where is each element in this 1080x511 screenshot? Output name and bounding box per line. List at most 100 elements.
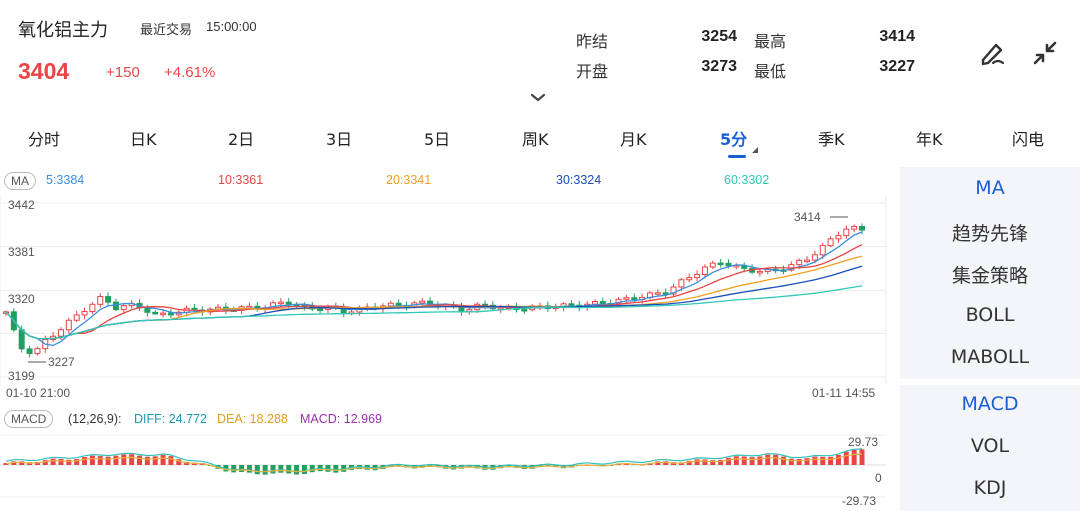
candle-body bbox=[57, 329, 64, 337]
tab-2day[interactable]: 2日 bbox=[228, 130, 255, 149]
price-change-percent: +4.61% bbox=[164, 64, 216, 81]
macd-bar bbox=[749, 457, 755, 465]
y-tick-2: 3381 bbox=[8, 245, 35, 259]
candle-body bbox=[717, 262, 724, 266]
tab-flash[interactable]: 闪电 bbox=[1012, 130, 1045, 149]
macd-bar bbox=[160, 455, 166, 465]
tab-fenshi[interactable]: 分时 bbox=[28, 130, 61, 149]
candle-body bbox=[97, 296, 104, 305]
macd-bar bbox=[820, 456, 826, 465]
indicator-fund-strategy[interactable]: 集金策略 bbox=[951, 265, 1028, 287]
macd-bar bbox=[184, 461, 190, 465]
ma60-value: 60:3302 bbox=[724, 173, 770, 187]
macd-legend: MACD (12,26,9): DIFF: 24.772 DEA: 18.288… bbox=[0, 408, 890, 432]
candle-body bbox=[631, 297, 638, 301]
candle-body bbox=[835, 235, 842, 240]
ma5-line bbox=[5, 231, 863, 347]
candle-body bbox=[285, 301, 292, 305]
macd-bar bbox=[498, 465, 504, 469]
macd-bar bbox=[718, 459, 724, 465]
high-value: 3414 bbox=[879, 28, 915, 45]
candle-body bbox=[395, 302, 402, 306]
macd-indicator-tag[interactable]: MACD bbox=[4, 410, 54, 428]
ma-legend: MA 5:3384 10:3361 20:3341 30:3324 60:330… bbox=[0, 165, 890, 195]
candle-body bbox=[568, 303, 575, 306]
indicator-macd[interactable]: MACD bbox=[961, 393, 1019, 415]
candle-body bbox=[678, 279, 685, 288]
indicator-ma[interactable]: MA bbox=[975, 177, 1005, 199]
macd-bar bbox=[828, 456, 834, 465]
macd-bar bbox=[50, 458, 56, 465]
macd-bar bbox=[341, 465, 347, 472]
candle-body bbox=[662, 292, 669, 295]
indicator-maboll[interactable]: MABOLL bbox=[950, 346, 1030, 368]
tab-quarterly-k[interactable]: 季K bbox=[818, 130, 845, 149]
macd-bar bbox=[11, 461, 17, 465]
tab-monthly-k[interactable]: 月K bbox=[620, 130, 647, 149]
indicator-vol[interactable]: VOL bbox=[970, 435, 1010, 457]
macd-bar bbox=[105, 456, 111, 465]
last-trade-label: 最近交易 bbox=[140, 23, 193, 38]
macd-bar bbox=[859, 449, 865, 465]
macd-svg bbox=[0, 434, 886, 498]
ma-indicator-tag[interactable]: MA bbox=[4, 172, 36, 190]
ma20-line bbox=[5, 255, 863, 340]
last-price: 3404 bbox=[18, 58, 70, 84]
macd-bar bbox=[58, 458, 64, 465]
macd-bar bbox=[168, 456, 174, 465]
tab-5min[interactable]: 5分 bbox=[720, 130, 748, 149]
quote-header: 氧化铝主力 最近交易 15:00:00 3404 +150 +4.61% 昨结 … bbox=[0, 0, 1080, 110]
macd-bar bbox=[82, 457, 88, 465]
tab-daily-k[interactable]: 日K bbox=[130, 130, 157, 149]
macd-bar bbox=[694, 459, 700, 465]
low-label: 最低 bbox=[754, 62, 787, 81]
macd-bar bbox=[333, 465, 339, 473]
candle-body bbox=[167, 312, 174, 316]
indicator-trend-pioneer[interactable]: 趋势先锋 bbox=[951, 223, 1028, 245]
candle-body bbox=[709, 262, 716, 268]
candle-body bbox=[277, 301, 284, 305]
macd-chart[interactable]: 29.73 0 -29.73 bbox=[0, 431, 890, 511]
y-tick-bottom: 3199 bbox=[8, 369, 35, 383]
shrink-icon[interactable] bbox=[1028, 36, 1062, 70]
candle-body bbox=[859, 225, 865, 231]
tab-5day[interactable]: 5日 bbox=[424, 130, 451, 149]
macd-bar bbox=[796, 459, 802, 465]
tab-3day[interactable]: 3日 bbox=[326, 130, 353, 149]
candle-body bbox=[81, 311, 88, 316]
tab-weekly-k[interactable]: 周K bbox=[522, 130, 549, 149]
chevron-down-icon[interactable] bbox=[530, 88, 546, 102]
candle-body bbox=[654, 292, 661, 295]
candle-body bbox=[152, 311, 159, 315]
macd-bar bbox=[773, 454, 779, 465]
macd-y-top: 29.73 bbox=[848, 435, 879, 449]
macd-bar bbox=[74, 459, 80, 465]
macd-dea-line bbox=[5, 453, 863, 473]
candle-body bbox=[827, 238, 834, 247]
macd-bar bbox=[301, 465, 307, 474]
macd-bar bbox=[270, 465, 276, 474]
macd-bar bbox=[663, 461, 669, 465]
y-tick-top: 3442 bbox=[8, 198, 35, 212]
candle-body bbox=[819, 245, 826, 256]
kline-chart[interactable]: 3442 3381 3320 3199 3414 3227 bbox=[0, 195, 890, 385]
candle-body bbox=[419, 300, 426, 304]
chart-area: MA 5:3384 10:3361 20:3341 30:3324 60:330… bbox=[0, 165, 890, 511]
high-label: 最高 bbox=[754, 32, 787, 51]
y-tick-3: 3320 bbox=[8, 292, 35, 306]
macd-bar bbox=[411, 465, 417, 469]
indicator-kdj[interactable]: KDJ bbox=[973, 477, 1007, 499]
candle-body bbox=[686, 277, 693, 281]
indicator-boll[interactable]: BOLL bbox=[965, 304, 1015, 326]
macd-bar bbox=[19, 461, 25, 465]
macd-bar bbox=[137, 455, 143, 465]
macd-bar bbox=[655, 461, 661, 465]
tab-yearly-k[interactable]: 年K bbox=[916, 130, 943, 149]
tab-dropdown-indicator[interactable] bbox=[752, 147, 758, 153]
macd-bar bbox=[286, 465, 292, 474]
candle-body bbox=[160, 312, 167, 316]
macd-bar bbox=[121, 454, 127, 465]
macd-diff-line bbox=[5, 448, 863, 473]
draw-pen-icon[interactable] bbox=[976, 36, 1010, 70]
ma5-value: 5:3384 bbox=[46, 173, 85, 187]
